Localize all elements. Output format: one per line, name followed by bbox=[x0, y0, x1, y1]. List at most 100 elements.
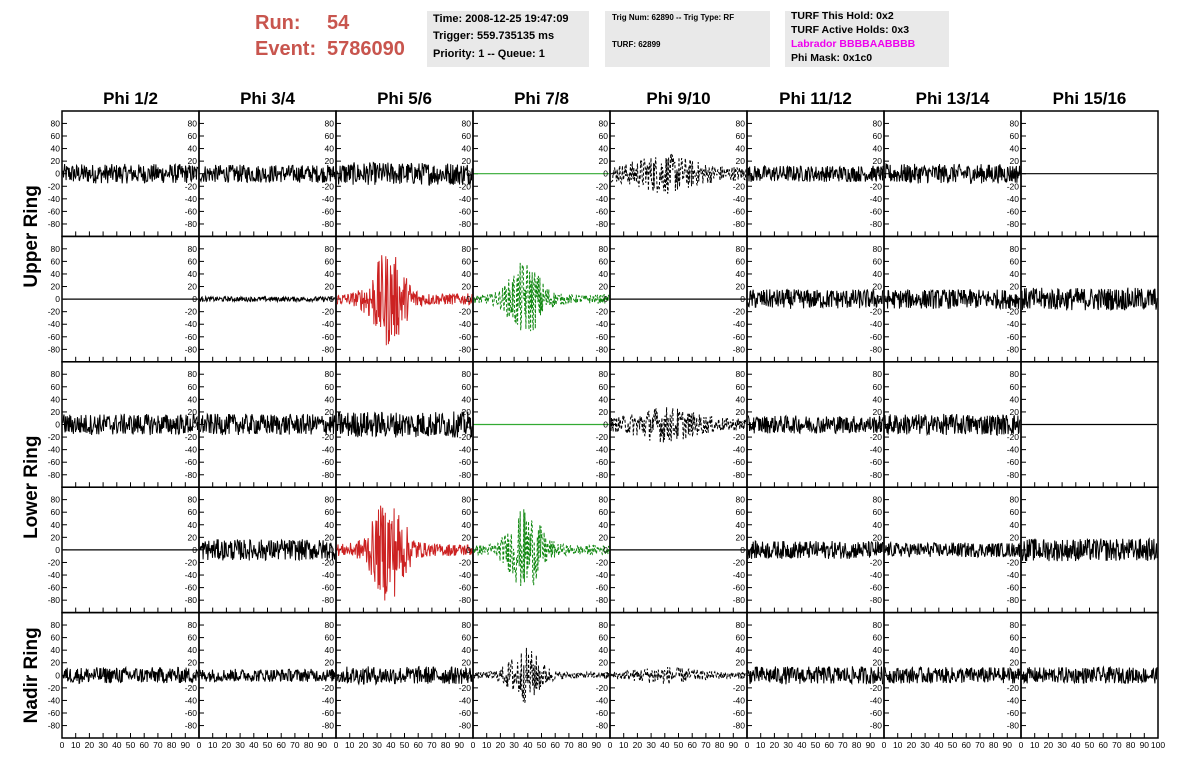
y-tick-label: 0 bbox=[1014, 294, 1019, 304]
y-tick-label: 40 bbox=[1010, 144, 1020, 154]
y-tick-label: 80 bbox=[325, 495, 335, 505]
waveform-trace bbox=[336, 255, 473, 346]
y-tick-label: 40 bbox=[325, 645, 335, 655]
x-tick-label: 50 bbox=[811, 740, 821, 750]
y-tick-label: 60 bbox=[51, 382, 61, 392]
y-tick-label: -60 bbox=[459, 457, 472, 467]
y-tick-label: 20 bbox=[188, 282, 198, 292]
y-tick-label: -20 bbox=[185, 683, 198, 693]
trigger-text: Trigger: 559.735135 ms bbox=[433, 30, 555, 42]
y-tick-label: 60 bbox=[873, 633, 883, 643]
x-tick-label: 30 bbox=[98, 740, 108, 750]
y-tick-label: -80 bbox=[459, 595, 472, 605]
run-value: 54 bbox=[327, 12, 350, 34]
y-tick-label: -80 bbox=[1007, 470, 1020, 480]
y-tick-label: -20 bbox=[870, 307, 883, 317]
waveform-trace bbox=[747, 288, 884, 309]
y-tick-label: 60 bbox=[188, 507, 198, 517]
x-tick-label: 90 bbox=[729, 740, 739, 750]
y-tick-label: 40 bbox=[462, 269, 472, 279]
y-tick-label: -20 bbox=[596, 683, 609, 693]
y-tick-label: 80 bbox=[462, 118, 472, 128]
y-tick-label: 80 bbox=[325, 244, 335, 254]
waveform-trace bbox=[610, 153, 747, 194]
y-tick-label: 0 bbox=[877, 670, 882, 680]
y-tick-label: 0 bbox=[329, 294, 334, 304]
y-tick-label: -80 bbox=[185, 344, 198, 354]
y-tick-label: -60 bbox=[870, 332, 883, 342]
y-tick-label: -60 bbox=[185, 708, 198, 718]
y-tick-label: 40 bbox=[736, 520, 746, 530]
x-tick-label: 40 bbox=[934, 740, 944, 750]
y-tick-label: -20 bbox=[459, 307, 472, 317]
y-tick-label: 20 bbox=[51, 282, 61, 292]
y-tick-label: 80 bbox=[599, 118, 609, 128]
y-tick-label: 80 bbox=[599, 495, 609, 505]
y-tick-label: -20 bbox=[48, 181, 61, 191]
y-tick-label: 80 bbox=[188, 244, 198, 254]
y-tick-label: -60 bbox=[322, 206, 335, 216]
y-tick-label: 60 bbox=[873, 507, 883, 517]
y-tick-label: 80 bbox=[188, 495, 198, 505]
y-tick-label: -60 bbox=[596, 457, 609, 467]
x-tick-label: 80 bbox=[578, 740, 588, 750]
column-title-2: Phi 3/4 bbox=[240, 89, 295, 108]
priority-text: Priority: 1 -- Queue: 1 bbox=[433, 48, 545, 60]
y-tick-label: 40 bbox=[736, 269, 746, 279]
y-tick-label: 40 bbox=[873, 394, 883, 404]
x-tick-label: 100 bbox=[1151, 740, 1165, 750]
y-tick-label: -80 bbox=[1007, 721, 1020, 731]
trig-info-box: Trig Num: 62890 -- Trig Type: RF TURF: 6… bbox=[605, 11, 770, 67]
y-tick-label: 60 bbox=[51, 131, 61, 141]
y-tick-label: 20 bbox=[873, 532, 883, 542]
x-tick-label: 10 bbox=[1030, 740, 1040, 750]
y-tick-label: -60 bbox=[48, 708, 61, 718]
y-tick-label: -40 bbox=[733, 194, 746, 204]
event-value: 5786090 bbox=[327, 38, 405, 60]
y-tick-label: 20 bbox=[325, 156, 335, 166]
x-tick-label: 70 bbox=[838, 740, 848, 750]
y-tick-label: -20 bbox=[870, 557, 883, 567]
y-tick-label: -20 bbox=[322, 181, 335, 191]
y-tick-label: 60 bbox=[873, 131, 883, 141]
y-tick-label: 60 bbox=[188, 131, 198, 141]
y-tick-label: -40 bbox=[1007, 695, 1020, 705]
y-tick-label: 0 bbox=[603, 545, 608, 555]
y-tick-label: -80 bbox=[185, 219, 198, 229]
y-tick-label: 20 bbox=[599, 407, 609, 417]
y-tick-label: -40 bbox=[596, 445, 609, 455]
y-tick-label: -80 bbox=[1007, 595, 1020, 605]
x-tick-label: 0 bbox=[334, 740, 339, 750]
y-tick-label: -80 bbox=[48, 219, 61, 229]
x-tick-label: 20 bbox=[907, 740, 917, 750]
y-tick-label: 20 bbox=[736, 658, 746, 668]
x-tick-label: 20 bbox=[770, 740, 780, 750]
y-tick-label: -80 bbox=[733, 470, 746, 480]
y-tick-label: -20 bbox=[596, 432, 609, 442]
y-tick-label: -40 bbox=[322, 194, 335, 204]
y-tick-label: -60 bbox=[48, 332, 61, 342]
y-tick-label: 80 bbox=[1010, 118, 1020, 128]
x-tick-label: 60 bbox=[687, 740, 697, 750]
y-tick-label: 0 bbox=[740, 670, 745, 680]
waveform-trace bbox=[473, 647, 610, 703]
y-tick-label: -40 bbox=[322, 445, 335, 455]
y-tick-label: 0 bbox=[603, 294, 608, 304]
y-tick-label: 80 bbox=[51, 118, 61, 128]
x-tick-label: 30 bbox=[509, 740, 519, 750]
y-tick-label: -80 bbox=[870, 470, 883, 480]
y-tick-label: -80 bbox=[322, 470, 335, 480]
x-tick-label: 30 bbox=[646, 740, 656, 750]
y-tick-label: -20 bbox=[733, 181, 746, 191]
y-tick-label: 40 bbox=[51, 269, 61, 279]
y-tick-label: 60 bbox=[325, 507, 335, 517]
y-tick-label: 60 bbox=[462, 131, 472, 141]
x-tick-label: 90 bbox=[455, 740, 465, 750]
y-tick-label: 20 bbox=[1010, 532, 1020, 542]
y-tick-label: -60 bbox=[596, 583, 609, 593]
y-tick-label: -40 bbox=[459, 570, 472, 580]
y-tick-label: -80 bbox=[596, 219, 609, 229]
y-tick-label: -60 bbox=[48, 457, 61, 467]
column-title-6: Phi 11/12 bbox=[779, 89, 852, 108]
y-tick-label: -20 bbox=[1007, 683, 1020, 693]
